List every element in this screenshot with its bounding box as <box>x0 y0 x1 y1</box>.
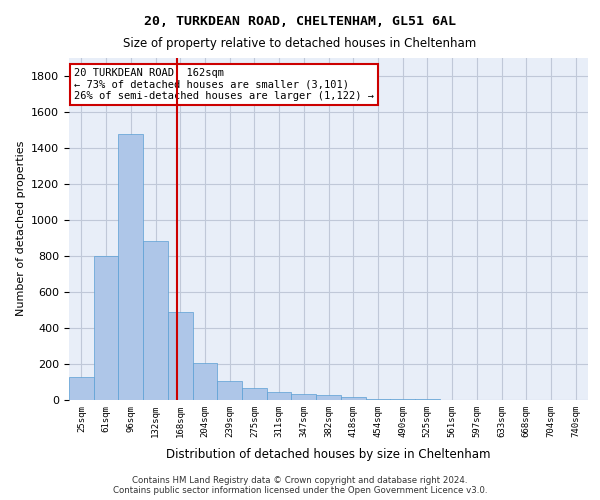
Bar <box>341 398 365 400</box>
Y-axis label: Number of detached properties: Number of detached properties <box>16 141 26 316</box>
Text: 20 TURKDEAN ROAD: 162sqm
← 73% of detached houses are smaller (3,101)
26% of sem: 20 TURKDEAN ROAD: 162sqm ← 73% of detach… <box>74 68 374 101</box>
Bar <box>118 134 143 400</box>
X-axis label: Distribution of detached houses by size in Cheltenham: Distribution of detached houses by size … <box>166 448 491 461</box>
Bar <box>168 312 193 400</box>
Bar <box>242 388 267 400</box>
Text: Contains HM Land Registry data © Crown copyright and database right 2024.
Contai: Contains HM Land Registry data © Crown c… <box>113 476 487 495</box>
Bar <box>94 256 118 400</box>
Text: 20, TURKDEAN ROAD, CHELTENHAM, GL51 6AL: 20, TURKDEAN ROAD, CHELTENHAM, GL51 6AL <box>144 15 456 28</box>
Bar <box>143 242 168 400</box>
Bar <box>69 378 94 400</box>
Text: Size of property relative to detached houses in Cheltenham: Size of property relative to detached ho… <box>124 38 476 51</box>
Bar <box>390 399 415 400</box>
Bar <box>217 381 242 400</box>
Bar <box>365 398 390 400</box>
Bar <box>193 363 217 400</box>
Bar <box>267 392 292 400</box>
Bar <box>292 394 316 400</box>
Bar <box>316 396 341 400</box>
